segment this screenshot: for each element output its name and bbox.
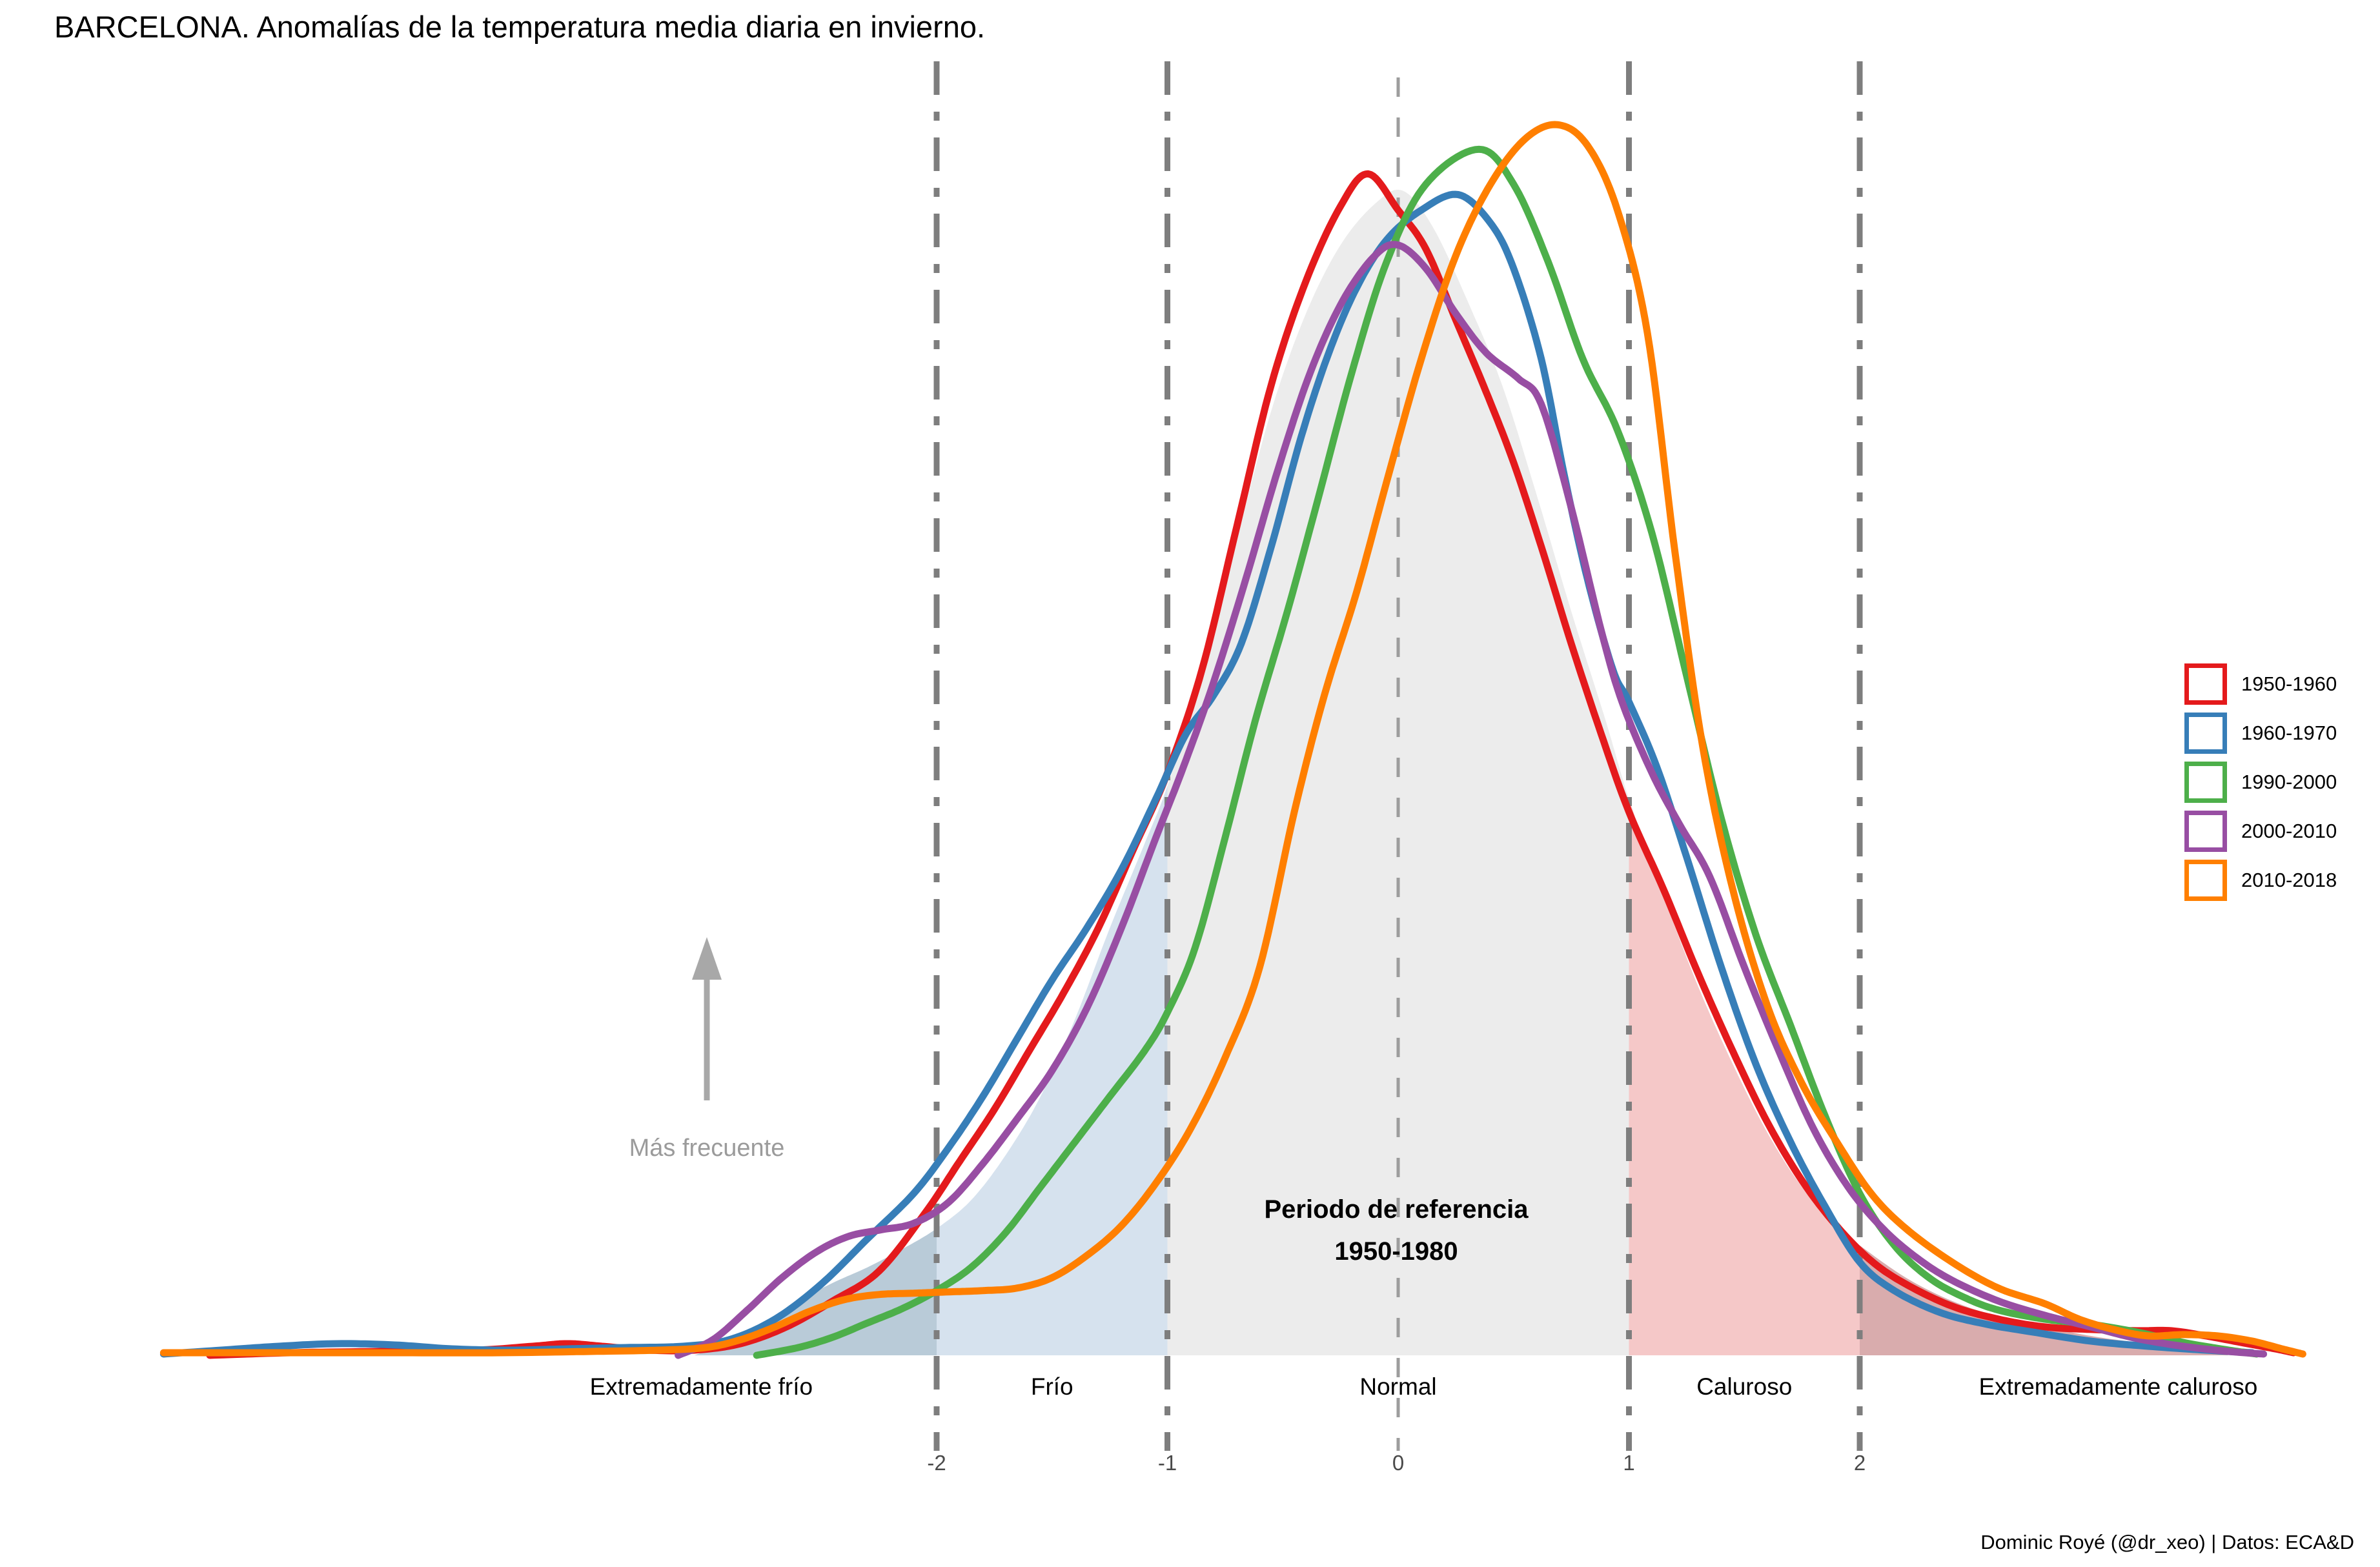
tick-label-1: 1 <box>1623 1451 1635 1475</box>
chart-title: BARCELONA. Anomalías de la temperatura m… <box>54 10 986 44</box>
tick-label--2: -2 <box>927 1451 946 1475</box>
legend-item-1960-1970: 1960-1970 <box>2184 713 2337 754</box>
tick-label-0: 0 <box>1392 1451 1405 1475</box>
reference-period-line2: 1950-1980 <box>1334 1237 1458 1266</box>
zone-label-extremadamente-fr-o: Extremadamente frío <box>589 1373 813 1400</box>
region-extremadamente-caluroso <box>1860 1245 2229 1355</box>
zone-label-caluroso: Caluroso <box>1696 1373 1793 1400</box>
legend-swatch-2000-2010 <box>2184 811 2227 852</box>
legend-item-2000-2010: 2000-2010 <box>2184 811 2337 852</box>
legend-swatch-2010-2018 <box>2184 860 2227 901</box>
zone-label-normal: Normal <box>1359 1373 1437 1400</box>
credit-line: Dominic Royé (@dr_xeo) | Datos: ECA&D <box>1980 1531 2354 1553</box>
legend-label-1950-1960: 1950-1960 <box>2241 672 2337 695</box>
legend-label-2010-2018: 2010-2018 <box>2241 869 2337 891</box>
density-curve-2010-2018 <box>159 121 2306 1358</box>
zone-label-extremadamente-caluroso: Extremadamente caluroso <box>1978 1373 2258 1400</box>
reference-period-label: Periodo de referencia 1950-1980 <box>1203 1189 1590 1273</box>
reference-period-line1: Periodo de referencia <box>1264 1195 1529 1224</box>
zone-label-fr-o: Frío <box>1030 1373 1073 1400</box>
more-frequent-label: Más frecuente <box>629 1135 785 1162</box>
legend-label-1960-1970: 1960-1970 <box>2241 722 2337 744</box>
legend-swatch-1950-1960 <box>2184 663 2227 705</box>
more-frequent-arrow <box>692 937 722 1100</box>
legend-item-2010-2018: 2010-2018 <box>2184 860 2337 901</box>
legend-label-2000-2010: 2000-2010 <box>2241 820 2337 842</box>
tick-label--1: -1 <box>1157 1451 1177 1475</box>
density-curve-1990-2000 <box>753 145 2261 1359</box>
region-caluroso <box>1629 798 1860 1355</box>
tick-label-2: 2 <box>1853 1451 1866 1475</box>
region-frio <box>937 785 1168 1355</box>
legend: 1950-1960 1960-1970 1990-2000 2000-2010 2010… <box>2184 663 2337 909</box>
legend-item-1990-2000: 1990-2000 <box>2184 762 2337 803</box>
legend-swatch-1990-2000 <box>2184 762 2227 803</box>
legend-swatch-1960-1970 <box>2184 713 2227 754</box>
legend-item-1950-1960: 1950-1960 <box>2184 663 2337 705</box>
legend-label-1990-2000: 1990-2000 <box>2241 771 2337 793</box>
